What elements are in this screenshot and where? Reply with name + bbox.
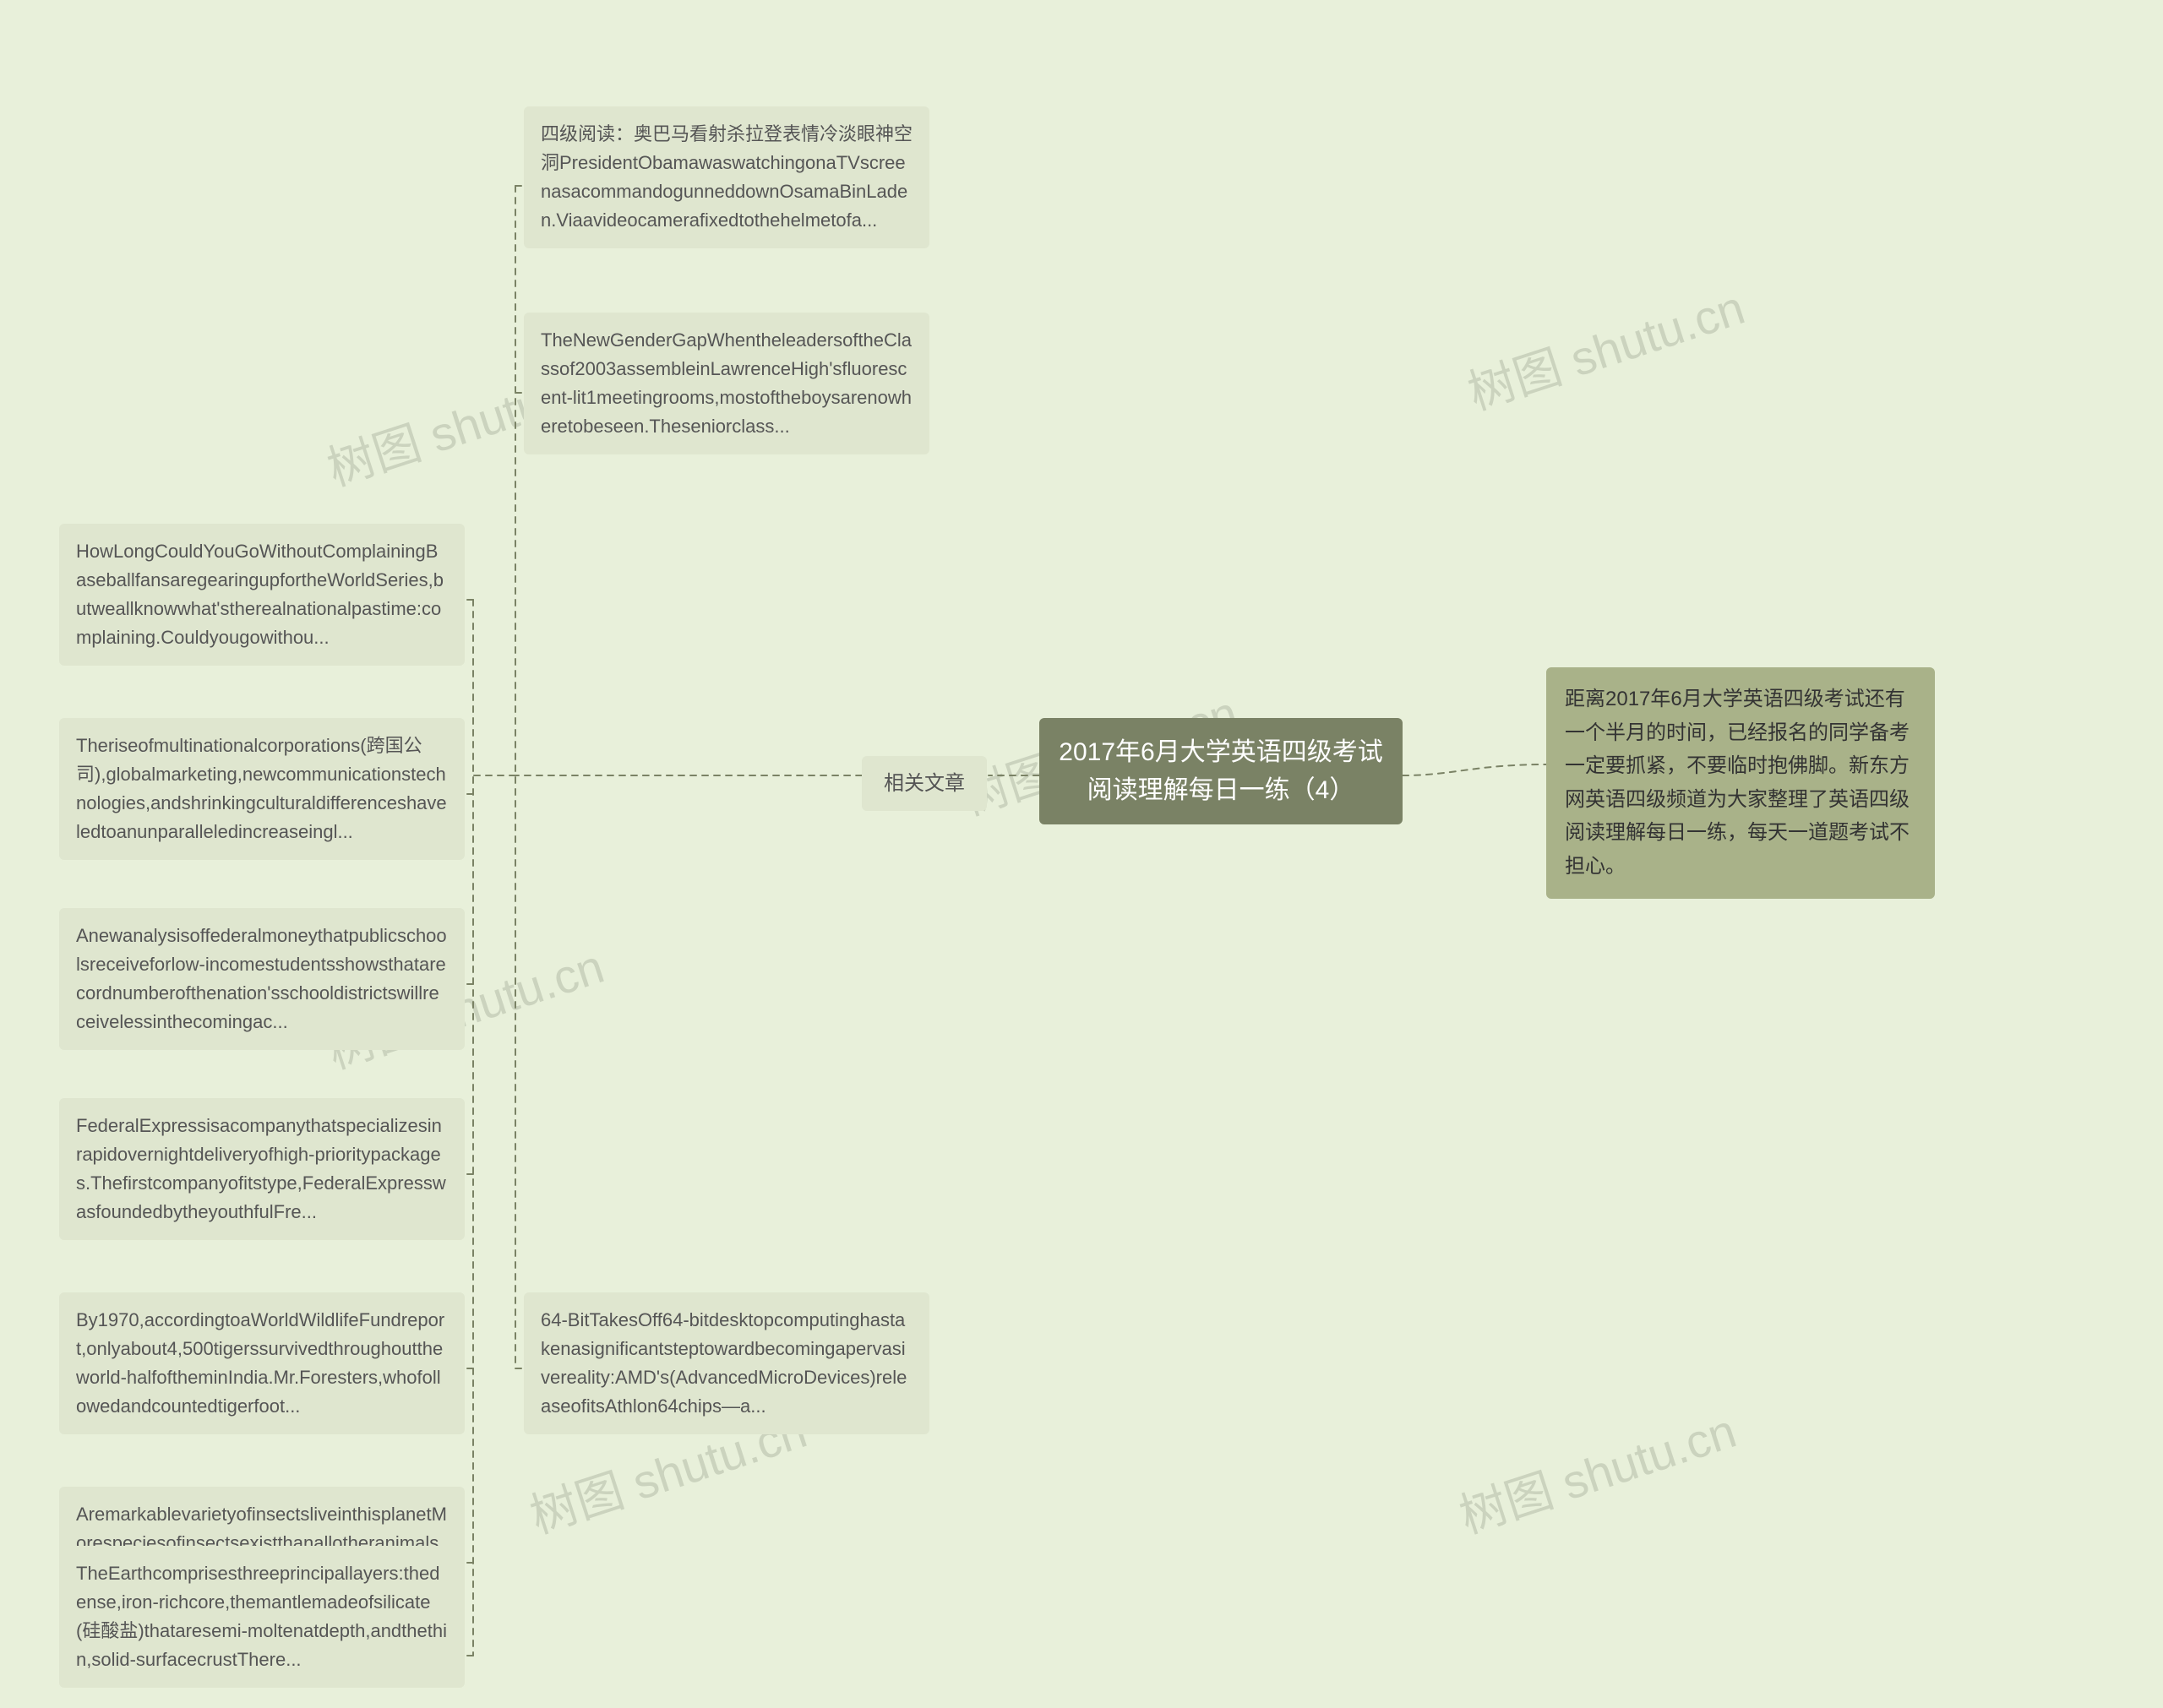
watermark: 树图 shutu.cn (1450, 1394, 1744, 1548)
description-node[interactable]: 距离2017年6月大学英语四级考试还有一个半月的时间，已经报名的同学备考一定要抓… (1546, 667, 1935, 899)
leaf-node[interactable]: 四级阅读：奥巴马看射杀拉登表情冷淡眼神空洞PresidentObamawaswa… (524, 106, 929, 248)
leaf-node[interactable]: By1970,accordingtoaWorldWildlifeFundrepo… (59, 1292, 465, 1434)
leaf-node[interactable]: HowLongCouldYouGoWithoutComplainingBaseb… (59, 524, 465, 666)
leaf-node[interactable]: TheNewGenderGapWhentheleadersoftheClasso… (524, 313, 929, 454)
leaf-node[interactable]: Theriseofmultinationalcorporations(跨国公司)… (59, 718, 465, 860)
leaf-node[interactable]: Anewanalysisoffederalmoneythatpublicscho… (59, 908, 465, 1050)
leaf-node[interactable]: FederalExpressisacompanythatspecializesi… (59, 1098, 465, 1240)
watermark: 树图 shutu.cn (1458, 270, 1752, 424)
leaf-node[interactable]: 64-BitTakesOff64-bitdesktopcomputinghast… (524, 1292, 929, 1434)
center-node[interactable]: 2017年6月大学英语四级考试阅读理解每日一练（4） (1039, 718, 1403, 824)
leaf-node[interactable]: TheEarthcomprisesthreeprincipallayers:th… (59, 1546, 465, 1688)
related-articles-hub[interactable]: 相关文章 (862, 756, 987, 811)
